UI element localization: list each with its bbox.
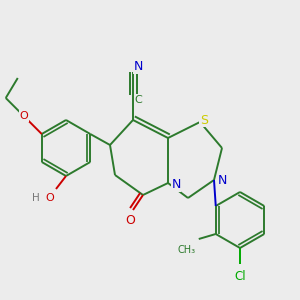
Text: C: C [134,95,142,105]
Text: H: H [32,193,40,203]
Text: O: O [46,193,54,203]
Text: N: N [133,61,143,74]
Text: O: O [125,214,135,226]
Text: O: O [20,111,28,121]
Text: N: N [171,178,181,191]
Text: CH₃: CH₃ [178,245,196,255]
Text: S: S [200,113,208,127]
Text: N: N [217,173,227,187]
Text: Cl: Cl [234,269,246,283]
